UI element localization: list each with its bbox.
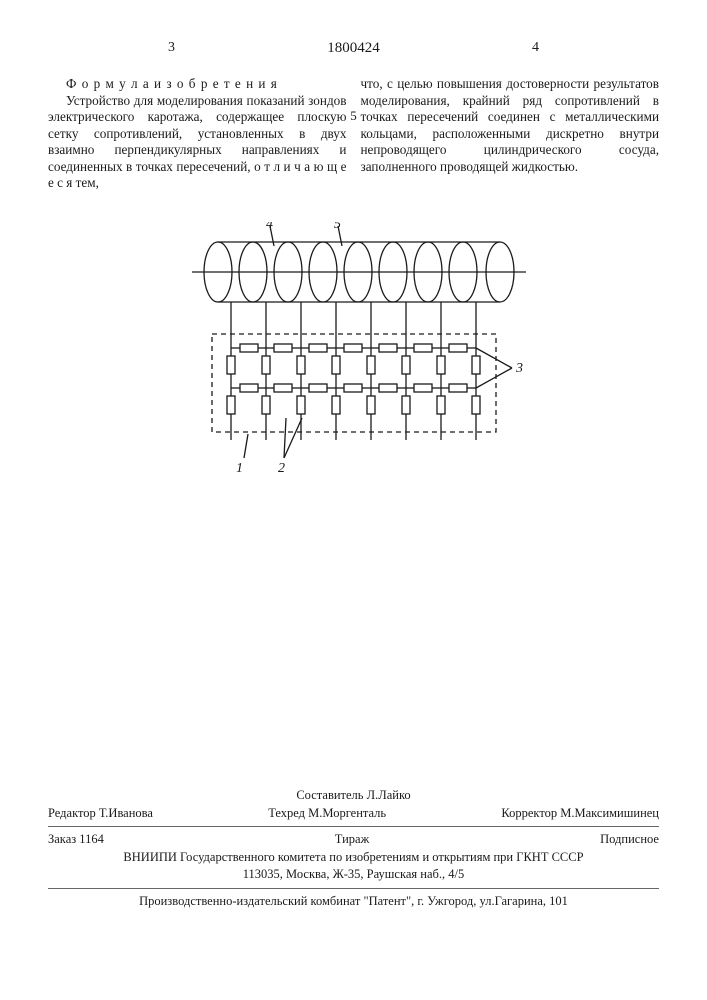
patent-figure: 4 5 3 1 2 xyxy=(174,222,534,502)
footer-techred: Техред М.Моргенталь xyxy=(268,805,386,823)
figure-label-2: 2 xyxy=(278,461,285,476)
figure-label-5: 5 xyxy=(334,222,341,232)
right-paragraph: что, с целью повышения достоверности рез… xyxy=(361,76,660,175)
footer-editor: Редактор Т.Иванова xyxy=(48,805,153,823)
document-number: 1800424 xyxy=(327,40,380,57)
body-text: Ф о р м у л а и з о б р е т е н и я Устр… xyxy=(48,76,659,192)
line-number-5: 5 xyxy=(350,108,357,124)
footer: Составитель Л.Лайко Редактор Т.Иванова Т… xyxy=(48,787,659,910)
right-column: что, с целью повышения достоверности рез… xyxy=(361,76,660,192)
footer-printer: Производственно-издательский комбинат "П… xyxy=(48,893,659,911)
footer-address: 113035, Москва, Ж-35, Раушская наб., 4/5 xyxy=(48,866,659,884)
figure-label-1: 1 xyxy=(236,461,243,476)
figure-label-4: 4 xyxy=(266,222,273,232)
footer-compiler: Составитель Л.Лайко xyxy=(296,787,410,805)
footer-subscription: Подписное xyxy=(600,831,659,849)
page-header: 3 1800424 4 xyxy=(48,40,659,68)
page-number-right: 4 xyxy=(532,40,539,56)
formula-title: Ф о р м у л а и з о б р е т е н и я xyxy=(48,76,347,93)
footer-corrector: Корректор М.Максимишинец xyxy=(501,805,659,823)
figure-container: 4 5 3 1 2 xyxy=(48,222,659,502)
page-number-left: 3 xyxy=(168,40,175,56)
footer-org: ВНИИПИ Государственного комитета по изоб… xyxy=(48,849,659,867)
left-column: Ф о р м у л а и з о б р е т е н и я Устр… xyxy=(48,76,347,192)
footer-order: Заказ 1164 xyxy=(48,831,104,849)
left-paragraph: Устройство для моделирования показаний з… xyxy=(48,93,347,192)
footer-tirazh: Тираж xyxy=(335,831,369,849)
figure-label-3: 3 xyxy=(515,361,523,376)
